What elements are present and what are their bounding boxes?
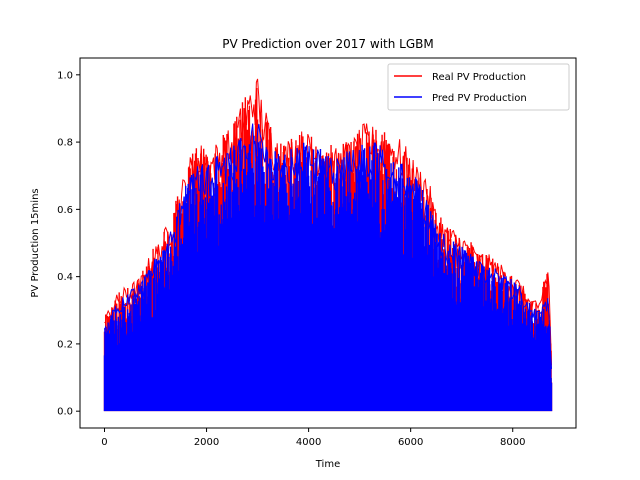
- legend-label-pred: Pred PV Production: [432, 93, 527, 104]
- y-axis: 0.0 0.2 0.4 0.6 0.8 1.0: [57, 70, 80, 418]
- plot-area: [103, 78, 553, 412]
- y-tick-label-3: 0.6: [57, 205, 73, 216]
- x-axis: 0 2000 4000 6000 8000: [101, 428, 525, 448]
- y-axis-label: PV Production 15mins: [30, 188, 41, 297]
- x-tick-label-0: 0: [101, 437, 107, 448]
- legend-label-real: Real PV Production: [432, 72, 526, 83]
- chart-title: PV Prediction over 2017 with LGBM: [222, 37, 433, 51]
- x-axis-label: Time: [315, 459, 340, 470]
- y-tick-label-2: 0.4: [57, 272, 73, 283]
- legend-box: [387, 63, 570, 111]
- y-tick-label-4: 0.8: [57, 138, 73, 149]
- x-tick-label-3: 6000: [398, 437, 423, 448]
- series-layer: [103, 78, 553, 412]
- series-pred-peak-trace: [104, 123, 553, 369]
- x-tick-label-1: 2000: [194, 437, 219, 448]
- series-pred-pv-production: [103, 135, 553, 412]
- y-tick-label-0: 0.0: [57, 407, 73, 418]
- y-tick-label-1: 0.2: [57, 339, 73, 350]
- legend: Real PV Production Pred PV Production: [387, 63, 570, 111]
- x-tick-label-2: 4000: [296, 437, 321, 448]
- y-tick-label-5: 1.0: [57, 70, 73, 81]
- axes-frame: [79, 57, 577, 429]
- x-tick-label-4: 8000: [500, 437, 525, 448]
